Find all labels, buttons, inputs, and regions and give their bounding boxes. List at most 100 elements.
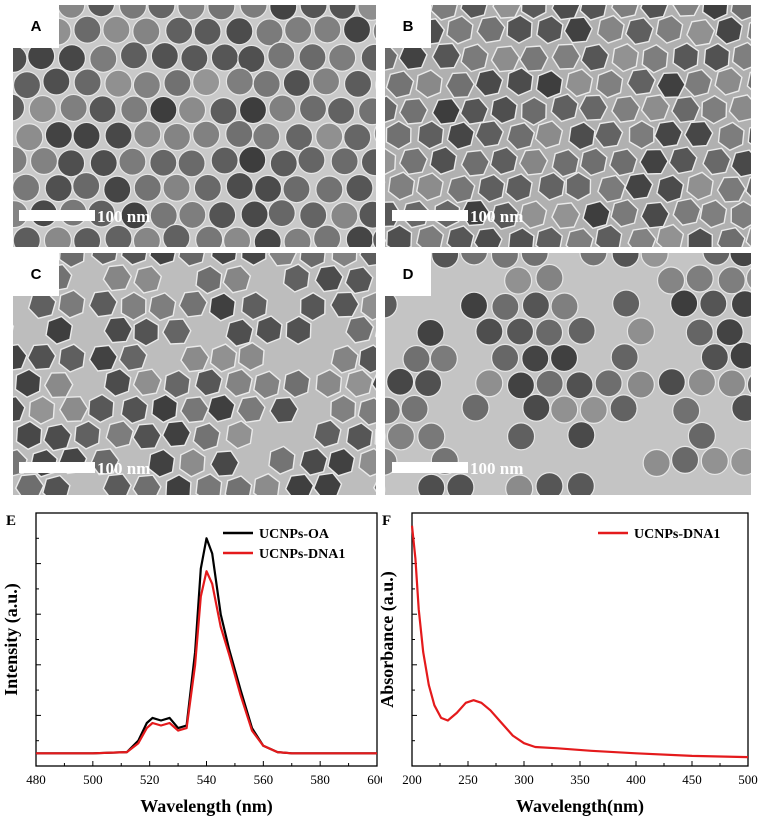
nanoparticle (74, 16, 101, 43)
nanoparticle (150, 96, 177, 123)
nanoparticle (90, 45, 117, 72)
nanoparticle (462, 394, 489, 421)
nanoparticle (58, 150, 85, 177)
nanoparticle (105, 70, 132, 97)
nanoparticle (344, 16, 371, 43)
nanoparticle (253, 70, 280, 97)
nanoparticle (595, 370, 622, 397)
nanoparticle (89, 96, 116, 123)
x-tick-label: 540 (197, 772, 217, 787)
nanoparticle (253, 123, 280, 150)
nanoparticle (29, 96, 56, 123)
nanoparticle (30, 148, 57, 175)
nanoparticle (688, 369, 715, 396)
nanoparticle (536, 319, 563, 346)
nanoparticle (269, 95, 296, 122)
nanoparticle (299, 95, 326, 122)
nanoparticle (283, 176, 310, 203)
nanoparticle (179, 97, 206, 124)
panel-label-e: E (6, 513, 16, 529)
nanoparticle (417, 319, 444, 346)
nanoparticle (298, 146, 325, 173)
nanoparticle (16, 124, 43, 151)
nanoparticle (505, 267, 532, 294)
nanoparticle (492, 293, 519, 320)
nanoparticle (415, 370, 442, 397)
nanoparticle (299, 44, 326, 71)
nanoparticle (60, 94, 87, 121)
legend-label: UCNPs-OA (259, 527, 330, 542)
nanoparticle (45, 175, 72, 202)
panel-label-b: B (385, 5, 431, 48)
x-tick-label: 200 (402, 772, 422, 787)
panel-label-c: C (13, 253, 59, 296)
nanoparticle (536, 370, 563, 397)
nanoparticle (673, 397, 700, 424)
nanoparticle (73, 122, 100, 149)
x-tick-label: 350 (570, 772, 590, 787)
x-axis-title: Wavelength(nm) (516, 796, 644, 817)
x-axis-title: Wavelength (nm) (140, 796, 273, 817)
nanoparticle (121, 292, 145, 320)
series-line-ucnps-dna1 (412, 526, 748, 757)
x-tick-label: 450 (682, 772, 702, 787)
nanoparticle (270, 150, 297, 177)
nanoparticle (241, 201, 268, 228)
nanoparticle (566, 372, 593, 399)
y-axis-title: Intensity (a.u.) (1, 583, 22, 696)
nanoparticle (686, 265, 713, 292)
nanoparticle (551, 345, 578, 372)
y-axis-title: Absorbance (a.u.) (380, 571, 398, 708)
nanoparticle (688, 422, 715, 449)
tem-image-d (385, 253, 751, 495)
x-tick-label: 560 (254, 772, 274, 787)
nanoparticle (331, 148, 358, 175)
nanoparticle (403, 346, 430, 373)
nanoparticle (105, 225, 132, 247)
nanoparticle (90, 150, 117, 177)
nanoparticle (568, 317, 595, 344)
nanoparticle (627, 318, 654, 345)
nanoparticle (255, 175, 282, 202)
nanoparticle (283, 69, 310, 96)
nanoparticle (522, 292, 549, 319)
nanoparticle (329, 44, 356, 71)
nanoparticle (166, 17, 193, 44)
legend-label: UCNPs-DNA1 (634, 527, 720, 542)
nanoparticle (507, 318, 534, 345)
nanoparticle (211, 147, 238, 174)
x-tick-label: 500 (738, 772, 758, 787)
x-tick-label: 250 (458, 772, 478, 787)
nanoparticle (718, 370, 745, 397)
nanoparticle (239, 97, 266, 124)
nanoparticle (179, 201, 206, 228)
nanoparticle (386, 121, 411, 149)
tem-texture (385, 253, 751, 495)
nanoparticle (627, 371, 654, 398)
scale-bar-d (392, 462, 468, 473)
nanoparticle (672, 446, 699, 473)
nanoparticle (226, 68, 253, 95)
nanoparticle (121, 96, 148, 123)
scale-text-d: 100 nm (470, 459, 523, 479)
nanoparticle (567, 473, 594, 495)
nanoparticle (580, 396, 607, 423)
nanoparticle (331, 202, 358, 229)
x-tick-label: 580 (310, 772, 330, 787)
nanoparticle (314, 16, 341, 43)
x-tick-label: 520 (140, 772, 160, 787)
nanoparticle (611, 344, 638, 371)
nanoparticle (268, 42, 295, 69)
nanoparticle (476, 318, 503, 345)
nanoparticle (301, 293, 326, 321)
nanoparticle (133, 72, 160, 99)
nanoparticle (523, 394, 550, 421)
nanoparticle (164, 70, 191, 97)
nanoparticle (536, 264, 563, 291)
nanoparticle (507, 372, 534, 399)
nanoparticle (568, 422, 595, 449)
chart-e: E 480500520540560580600Wavelength (nm)In… (0, 503, 382, 818)
nanoparticle (196, 226, 223, 247)
nanoparticle (45, 122, 72, 149)
